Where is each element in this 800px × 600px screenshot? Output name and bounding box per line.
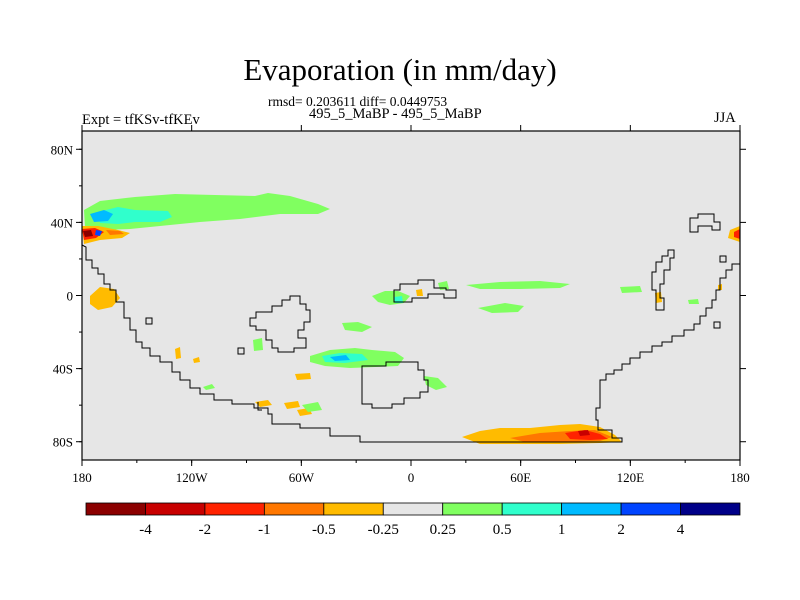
x-tick-label: 120E bbox=[617, 470, 645, 485]
colorbar-swatch bbox=[323, 502, 384, 516]
colorbar-swatch bbox=[145, 502, 206, 516]
colorbar: -4 -2 -1 -0.5 -0.25 0.25 0.5 1 2 4 bbox=[85, 502, 741, 538]
contour-fill bbox=[175, 347, 181, 359]
coastline bbox=[361, 361, 429, 409]
contour-fills bbox=[82, 193, 740, 444]
colorbar-swatch bbox=[85, 502, 146, 516]
y-tick-label: 40N bbox=[51, 215, 74, 230]
case-comparison-label: 495_5_MaBP - 495_5_MaBP bbox=[309, 106, 482, 122]
contour-fill bbox=[98, 207, 172, 224]
contour-fill bbox=[95, 230, 102, 236]
contour-fill bbox=[255, 400, 272, 407]
contour-fill bbox=[193, 357, 200, 363]
colorbar-label: 2 bbox=[617, 522, 625, 538]
contour-fill bbox=[253, 338, 263, 351]
colorbar-swatch bbox=[382, 502, 444, 516]
colorbar-label: -0.5 bbox=[312, 522, 336, 538]
x-tick-label: 60W bbox=[289, 470, 315, 485]
experiment-label: Expt = tfKSv-tfKEv bbox=[82, 112, 200, 128]
contour-fill bbox=[203, 384, 215, 390]
contour-fill bbox=[295, 373, 311, 380]
x-tick-label: 120W bbox=[176, 470, 209, 485]
contour-fill bbox=[284, 401, 300, 409]
coastline bbox=[393, 279, 457, 303]
x-tick-label: 0 bbox=[408, 470, 415, 485]
colorbar-swatch bbox=[204, 502, 265, 516]
map-title: Evaporation (in mm/day) bbox=[243, 52, 557, 87]
contour-fill bbox=[688, 299, 699, 304]
contour-fill bbox=[424, 376, 447, 390]
contour-fill bbox=[106, 230, 124, 235]
coastline bbox=[237, 347, 245, 355]
contour-fill bbox=[734, 229, 740, 239]
colorbar-label: 1 bbox=[558, 522, 566, 538]
contour-fill bbox=[394, 296, 403, 303]
colorbar-label: -1 bbox=[258, 522, 271, 538]
colorbar-swatch bbox=[620, 502, 681, 516]
x-tick-label: 180 bbox=[72, 470, 92, 485]
coastlines bbox=[81, 213, 740, 443]
y-tick-label: 0 bbox=[67, 289, 74, 304]
y-tick-label: 80N bbox=[51, 142, 74, 157]
contour-fill bbox=[83, 230, 93, 237]
contour-fill bbox=[416, 289, 423, 296]
colorbar-swatch bbox=[263, 502, 325, 516]
coastline bbox=[81, 244, 740, 443]
colorbar-swatch bbox=[680, 502, 741, 516]
coastline bbox=[713, 321, 721, 329]
contour-fill bbox=[342, 322, 372, 332]
coastline bbox=[719, 255, 727, 263]
coastline bbox=[651, 249, 675, 311]
contour-fill bbox=[578, 430, 590, 436]
x-tick-label: 180 bbox=[730, 470, 750, 485]
map-background bbox=[82, 131, 740, 460]
contour-fill bbox=[90, 287, 120, 310]
axes: 180 120W 60W 0 60E 120E 180 80N 40N 0 40S 80S bbox=[51, 125, 750, 485]
colorbar-label: 0.5 bbox=[493, 522, 512, 538]
contour-fill bbox=[90, 210, 113, 222]
colorbar-label: -0.25 bbox=[368, 522, 399, 538]
colorbar-label: 0.25 bbox=[430, 522, 456, 538]
contour-fill bbox=[302, 402, 322, 412]
coastline bbox=[257, 402, 262, 411]
x-tick-label: 60E bbox=[510, 470, 531, 485]
season-label: JJA bbox=[714, 110, 736, 126]
colorbar-label: -4 bbox=[139, 522, 152, 538]
contour-fill bbox=[478, 303, 524, 313]
contour-fill bbox=[620, 286, 642, 293]
coastline bbox=[689, 213, 721, 233]
statistics-line: rmsd= 0.203611 diff= 0.0449753 bbox=[268, 94, 448, 109]
contour-fill bbox=[466, 281, 570, 289]
colorbar-swatch bbox=[442, 502, 503, 516]
contour-fill bbox=[330, 355, 350, 361]
y-tick-label: 40S bbox=[53, 362, 73, 377]
coastline bbox=[145, 317, 153, 325]
colorbar-swatch bbox=[561, 502, 622, 516]
y-tick-label: 80S bbox=[53, 435, 73, 450]
colorbar-swatch bbox=[501, 502, 563, 516]
coastline bbox=[249, 295, 311, 353]
colorbar-label: 4 bbox=[677, 522, 685, 538]
colorbar-label: -2 bbox=[199, 522, 212, 538]
